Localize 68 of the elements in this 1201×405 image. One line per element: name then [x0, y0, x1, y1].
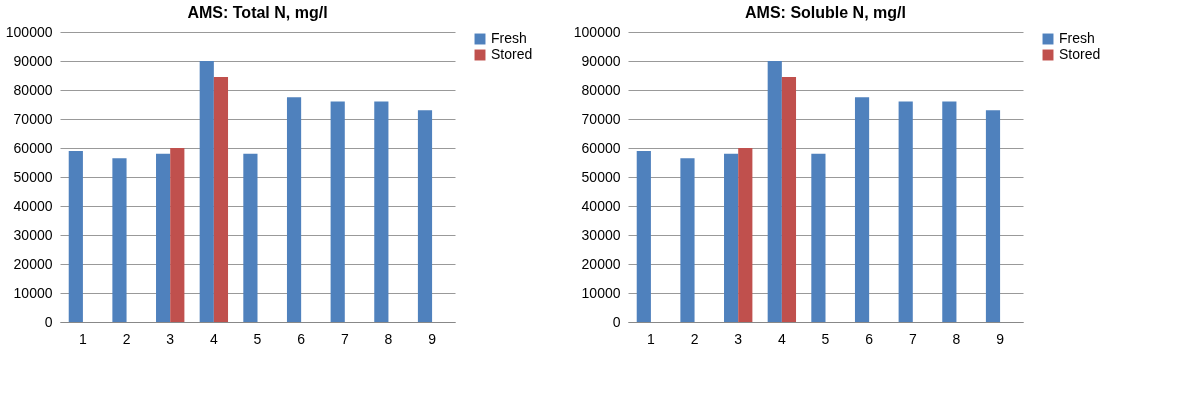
- x-tick-label: 1: [79, 330, 88, 347]
- x-tick-label: 8: [384, 330, 393, 347]
- y-tick-label: 100000: [573, 23, 621, 40]
- y-tick-label: 70000: [13, 110, 53, 127]
- bar: [330, 101, 345, 322]
- y-tick-label: 90000: [13, 52, 53, 69]
- x-tick-label: 2: [122, 330, 131, 347]
- bar: [680, 158, 695, 322]
- x-tick-label: 5: [821, 330, 830, 347]
- y-tick-label: 70000: [581, 110, 621, 127]
- x-tick-label: 4: [209, 330, 218, 347]
- y-tick-label: 60000: [13, 139, 53, 156]
- bar: [286, 97, 302, 322]
- bar: [374, 101, 389, 322]
- x-tick-label: 5: [253, 330, 262, 347]
- legend-label: Fresh: [1059, 30, 1095, 46]
- y-tick-label: 50000: [13, 168, 53, 185]
- legend-label: Fresh: [491, 30, 527, 46]
- legend-label: Stored: [491, 46, 533, 62]
- y-tick-label: 90000: [581, 52, 621, 69]
- y-tick-label: 0: [612, 313, 621, 330]
- chart-title: AMS: Soluble N, mg/l: [745, 4, 906, 21]
- bar: [985, 110, 1001, 322]
- chart-title: AMS: Total N, mg/l: [187, 4, 328, 21]
- bar: [243, 153, 258, 322]
- bar: [854, 97, 870, 322]
- bar: [781, 76, 797, 322]
- bar: [213, 76, 229, 322]
- x-tick-label: 9: [996, 330, 1005, 347]
- bar: [68, 150, 83, 322]
- y-tick-label: 100000: [5, 23, 53, 40]
- y-tick-label: 0: [44, 313, 53, 330]
- y-tick-label: 50000: [581, 168, 621, 185]
- bar: [636, 150, 651, 322]
- y-tick-label: 20000: [581, 255, 621, 272]
- bar: [156, 153, 171, 322]
- legend-label: Stored: [1059, 46, 1101, 62]
- y-tick-label: 40000: [13, 197, 53, 214]
- x-tick-label: 6: [297, 330, 306, 347]
- bar: [767, 61, 782, 322]
- bar: [170, 148, 185, 322]
- bar: [417, 110, 433, 322]
- y-tick-label: 10000: [581, 284, 621, 301]
- x-tick-label: 3: [734, 330, 743, 347]
- bar: [811, 153, 826, 322]
- y-tick-label: 80000: [581, 81, 621, 98]
- x-tick-label: 4: [777, 330, 786, 347]
- y-tick-label: 30000: [581, 226, 621, 243]
- y-tick-label: 40000: [581, 197, 621, 214]
- x-tick-label: 6: [865, 330, 874, 347]
- x-tick-label: 7: [340, 330, 349, 347]
- x-tick-label: 3: [166, 330, 175, 347]
- bar: [724, 153, 739, 322]
- y-tick-label: 30000: [13, 226, 53, 243]
- x-tick-label: 7: [908, 330, 917, 347]
- bar: [898, 101, 913, 322]
- y-tick-label: 20000: [13, 255, 53, 272]
- x-tick-label: 8: [952, 330, 961, 347]
- x-tick-label: 2: [690, 330, 699, 347]
- x-tick-label: 1: [647, 330, 656, 347]
- y-tick-label: 10000: [13, 284, 53, 301]
- bar: [942, 101, 957, 322]
- bar: [112, 158, 127, 322]
- bar: [199, 61, 214, 322]
- x-tick-label: 9: [428, 330, 437, 347]
- y-tick-label: 60000: [581, 139, 621, 156]
- y-tick-label: 80000: [13, 81, 53, 98]
- bar: [738, 148, 753, 322]
